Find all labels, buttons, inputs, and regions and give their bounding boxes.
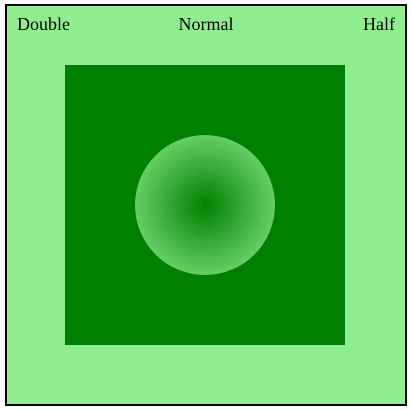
label-normal: Normal [178, 14, 234, 34]
label-half: Half [363, 14, 395, 34]
canvas-frame: Double Normal Half [5, 4, 407, 406]
label-double: Double [17, 14, 70, 34]
gradient-circle [135, 135, 275, 275]
